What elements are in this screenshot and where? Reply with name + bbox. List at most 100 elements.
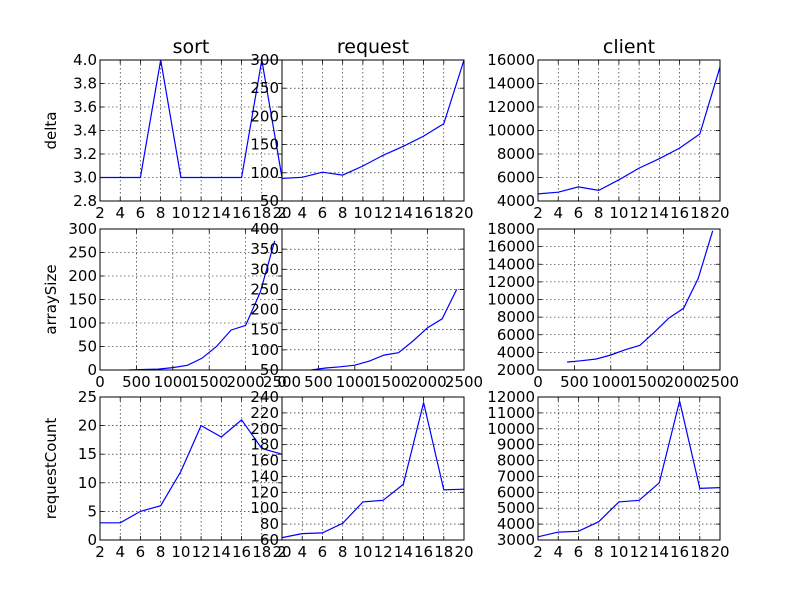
client-requestcount-y-tick-label: 12000 <box>487 388 535 406</box>
client-requestcount-x-tick-label: 12 <box>630 543 649 561</box>
request-arraysize-x-tick-label: 1500 <box>372 373 410 391</box>
sort-requestcount-x-tick-label: 14 <box>212 543 231 561</box>
request-arraysize-axes-frame <box>281 228 465 371</box>
client-requestcount-y-tick-label: 7000 <box>497 467 535 485</box>
client-requestcount-y-tick-label: 11000 <box>487 404 535 422</box>
request-delta-x-tick-label: 8 <box>338 204 348 222</box>
client-delta-y-tick-label: 10000 <box>487 122 535 140</box>
client-requestcount-x-tick-label: 18 <box>690 543 709 561</box>
sort-delta-x-tick-label: 20 <box>272 204 291 222</box>
sort-arraysize-x-tick-label: 1500 <box>190 373 228 391</box>
client-arraysize-y-tick-label: 2000 <box>497 361 535 379</box>
sort-delta-y-tick-label: 3.2 <box>73 145 97 163</box>
request-delta-y-tick-label: 150 <box>250 136 279 154</box>
request-arraysize-x-tick-label: 2000 <box>409 373 447 391</box>
request-delta-x-tick-label: 14 <box>394 204 413 222</box>
client-requestcount-y-tick-label: 9000 <box>497 436 535 454</box>
sort-arraysize-x-tick-label: 2000 <box>227 373 265 391</box>
client-delta-series-line <box>537 66 721 195</box>
sort-delta-x-tick-label: 16 <box>232 204 251 222</box>
sort-arraysize-x-tick-label: 500 <box>122 373 151 391</box>
client-arraysize-x-tick-label: 0 <box>533 373 543 391</box>
client-delta-y-tick-label: 8000 <box>497 145 535 163</box>
sort-delta-y-tick-label: 3.0 <box>73 169 97 187</box>
request-arraysize-x-tick-label: 0 <box>277 373 287 391</box>
request-arraysize-y-tick-label: 250 <box>250 280 279 298</box>
sort-delta-series-line <box>100 59 283 179</box>
client-requestcount-x-tick-label: 2 <box>533 543 543 561</box>
client-arraysize-y-tick-label: 10000 <box>487 291 535 309</box>
client-delta-x-tick-label: 8 <box>594 204 604 222</box>
request-arraysize-plot-area <box>282 229 464 370</box>
sort-delta-ylabel: delta <box>42 112 60 150</box>
sort-delta-x-tick-label: 10 <box>171 204 190 222</box>
request-delta-plot-area <box>282 60 464 201</box>
sort-delta-y-tick-label: 3.8 <box>73 75 97 93</box>
sort-arraysize-y-tick-label: 100 <box>68 314 97 332</box>
client-delta-y-tick-label: 6000 <box>497 169 535 187</box>
client-delta-x-tick-label: 4 <box>553 204 563 222</box>
client-delta-x-tick-label: 2 <box>533 204 543 222</box>
request-requestcount-x-tick-label: 16 <box>414 543 433 561</box>
request-arraysize-series-line <box>311 289 458 371</box>
request-arraysize-y-tick-label: 100 <box>250 341 279 359</box>
request-requestcount-x-tick-label: 8 <box>338 543 348 561</box>
request-delta-x-tick-label: 4 <box>297 204 307 222</box>
client-arraysize-y-tick-label: 6000 <box>497 326 535 344</box>
client-delta-axes-frame <box>537 59 721 202</box>
request-delta-title: request <box>337 36 409 58</box>
client-delta-x-tick-label: 16 <box>670 204 689 222</box>
client-arraysize-x-tick-label: 1000 <box>592 373 630 391</box>
client-delta-y-tick-label: 4000 <box>497 192 535 210</box>
sort-arraysize-x-tick-label: 1000 <box>154 373 192 391</box>
sort-requestcount-x-tick-label: 20 <box>272 543 291 561</box>
sort-delta-y-tick-label: 4.0 <box>73 51 97 69</box>
request-delta-x-tick-label: 6 <box>318 204 328 222</box>
request-arraysize-y-tick-label: 150 <box>250 321 279 339</box>
client-requestcount-x-tick-label: 14 <box>650 543 669 561</box>
client-delta-title: client <box>603 36 655 58</box>
sort-delta-y-tick-label: 3.4 <box>73 122 97 140</box>
sort-requestcount-x-tick-label: 2 <box>95 543 105 561</box>
request-requestcount-y-tick-label: 60 <box>260 531 279 549</box>
request-delta-x-tick-label: 10 <box>353 204 372 222</box>
request-requestcount-y-tick-label: 80 <box>260 515 279 533</box>
sort-requestcount-y-tick-label: 10 <box>78 474 97 492</box>
request-requestcount-x-tick-label: 4 <box>297 543 307 561</box>
sort-delta-y-tick-label: 2.8 <box>73 192 97 210</box>
client-arraysize-x-tick-label: 500 <box>560 373 589 391</box>
sort-requestcount-plot-area <box>100 397 282 540</box>
request-requestcount-y-tick-label: 240 <box>250 388 279 406</box>
sort-delta-x-tick-label: 18 <box>252 204 271 222</box>
sort-arraysize-y-tick-label: 50 <box>78 338 97 356</box>
sort-requestcount-x-tick-label: 4 <box>115 543 125 561</box>
client-requestcount-x-tick-label: 6 <box>574 543 584 561</box>
request-delta-y-tick-label: 200 <box>250 107 279 125</box>
client-requestcount-x-tick-label: 20 <box>710 543 729 561</box>
sort-delta-x-tick-label: 8 <box>156 204 166 222</box>
sort-delta-x-tick-label: 6 <box>136 204 146 222</box>
sort-requestcount-y-tick-label: 20 <box>78 417 97 435</box>
sort-requestcount-x-tick-label: 10 <box>171 543 190 561</box>
request-delta-x-tick-label: 12 <box>374 204 393 222</box>
request-requestcount-y-tick-label: 120 <box>250 483 279 501</box>
sort-arraysize-y-tick-label: 250 <box>68 244 97 262</box>
request-requestcount-x-tick-label: 12 <box>374 543 393 561</box>
client-requestcount-x-tick-label: 8 <box>594 543 604 561</box>
sort-delta-x-tick-label: 2 <box>95 204 105 222</box>
request-requestcount-x-tick-label: 6 <box>318 543 328 561</box>
sort-requestcount-y-tick-label: 15 <box>78 445 97 463</box>
request-delta-x-tick-label: 2 <box>277 204 287 222</box>
client-requestcount-y-tick-label: 10000 <box>487 420 535 438</box>
request-requestcount-x-tick-label: 18 <box>434 543 453 561</box>
sort-requestcount-y-tick-label: 0 <box>87 531 97 549</box>
client-requestcount-x-tick-label: 4 <box>553 543 563 561</box>
request-arraysize-x-tick-label: 1000 <box>336 373 374 391</box>
request-requestcount-series-line <box>281 402 465 539</box>
sort-arraysize-y-tick-label: 200 <box>68 267 97 285</box>
client-requestcount-y-tick-label: 6000 <box>497 483 535 501</box>
sort-requestcount-ylabel: requestCount <box>42 418 60 520</box>
client-requestcount-series-line <box>537 400 721 538</box>
client-requestcount-x-tick-label: 10 <box>609 543 628 561</box>
